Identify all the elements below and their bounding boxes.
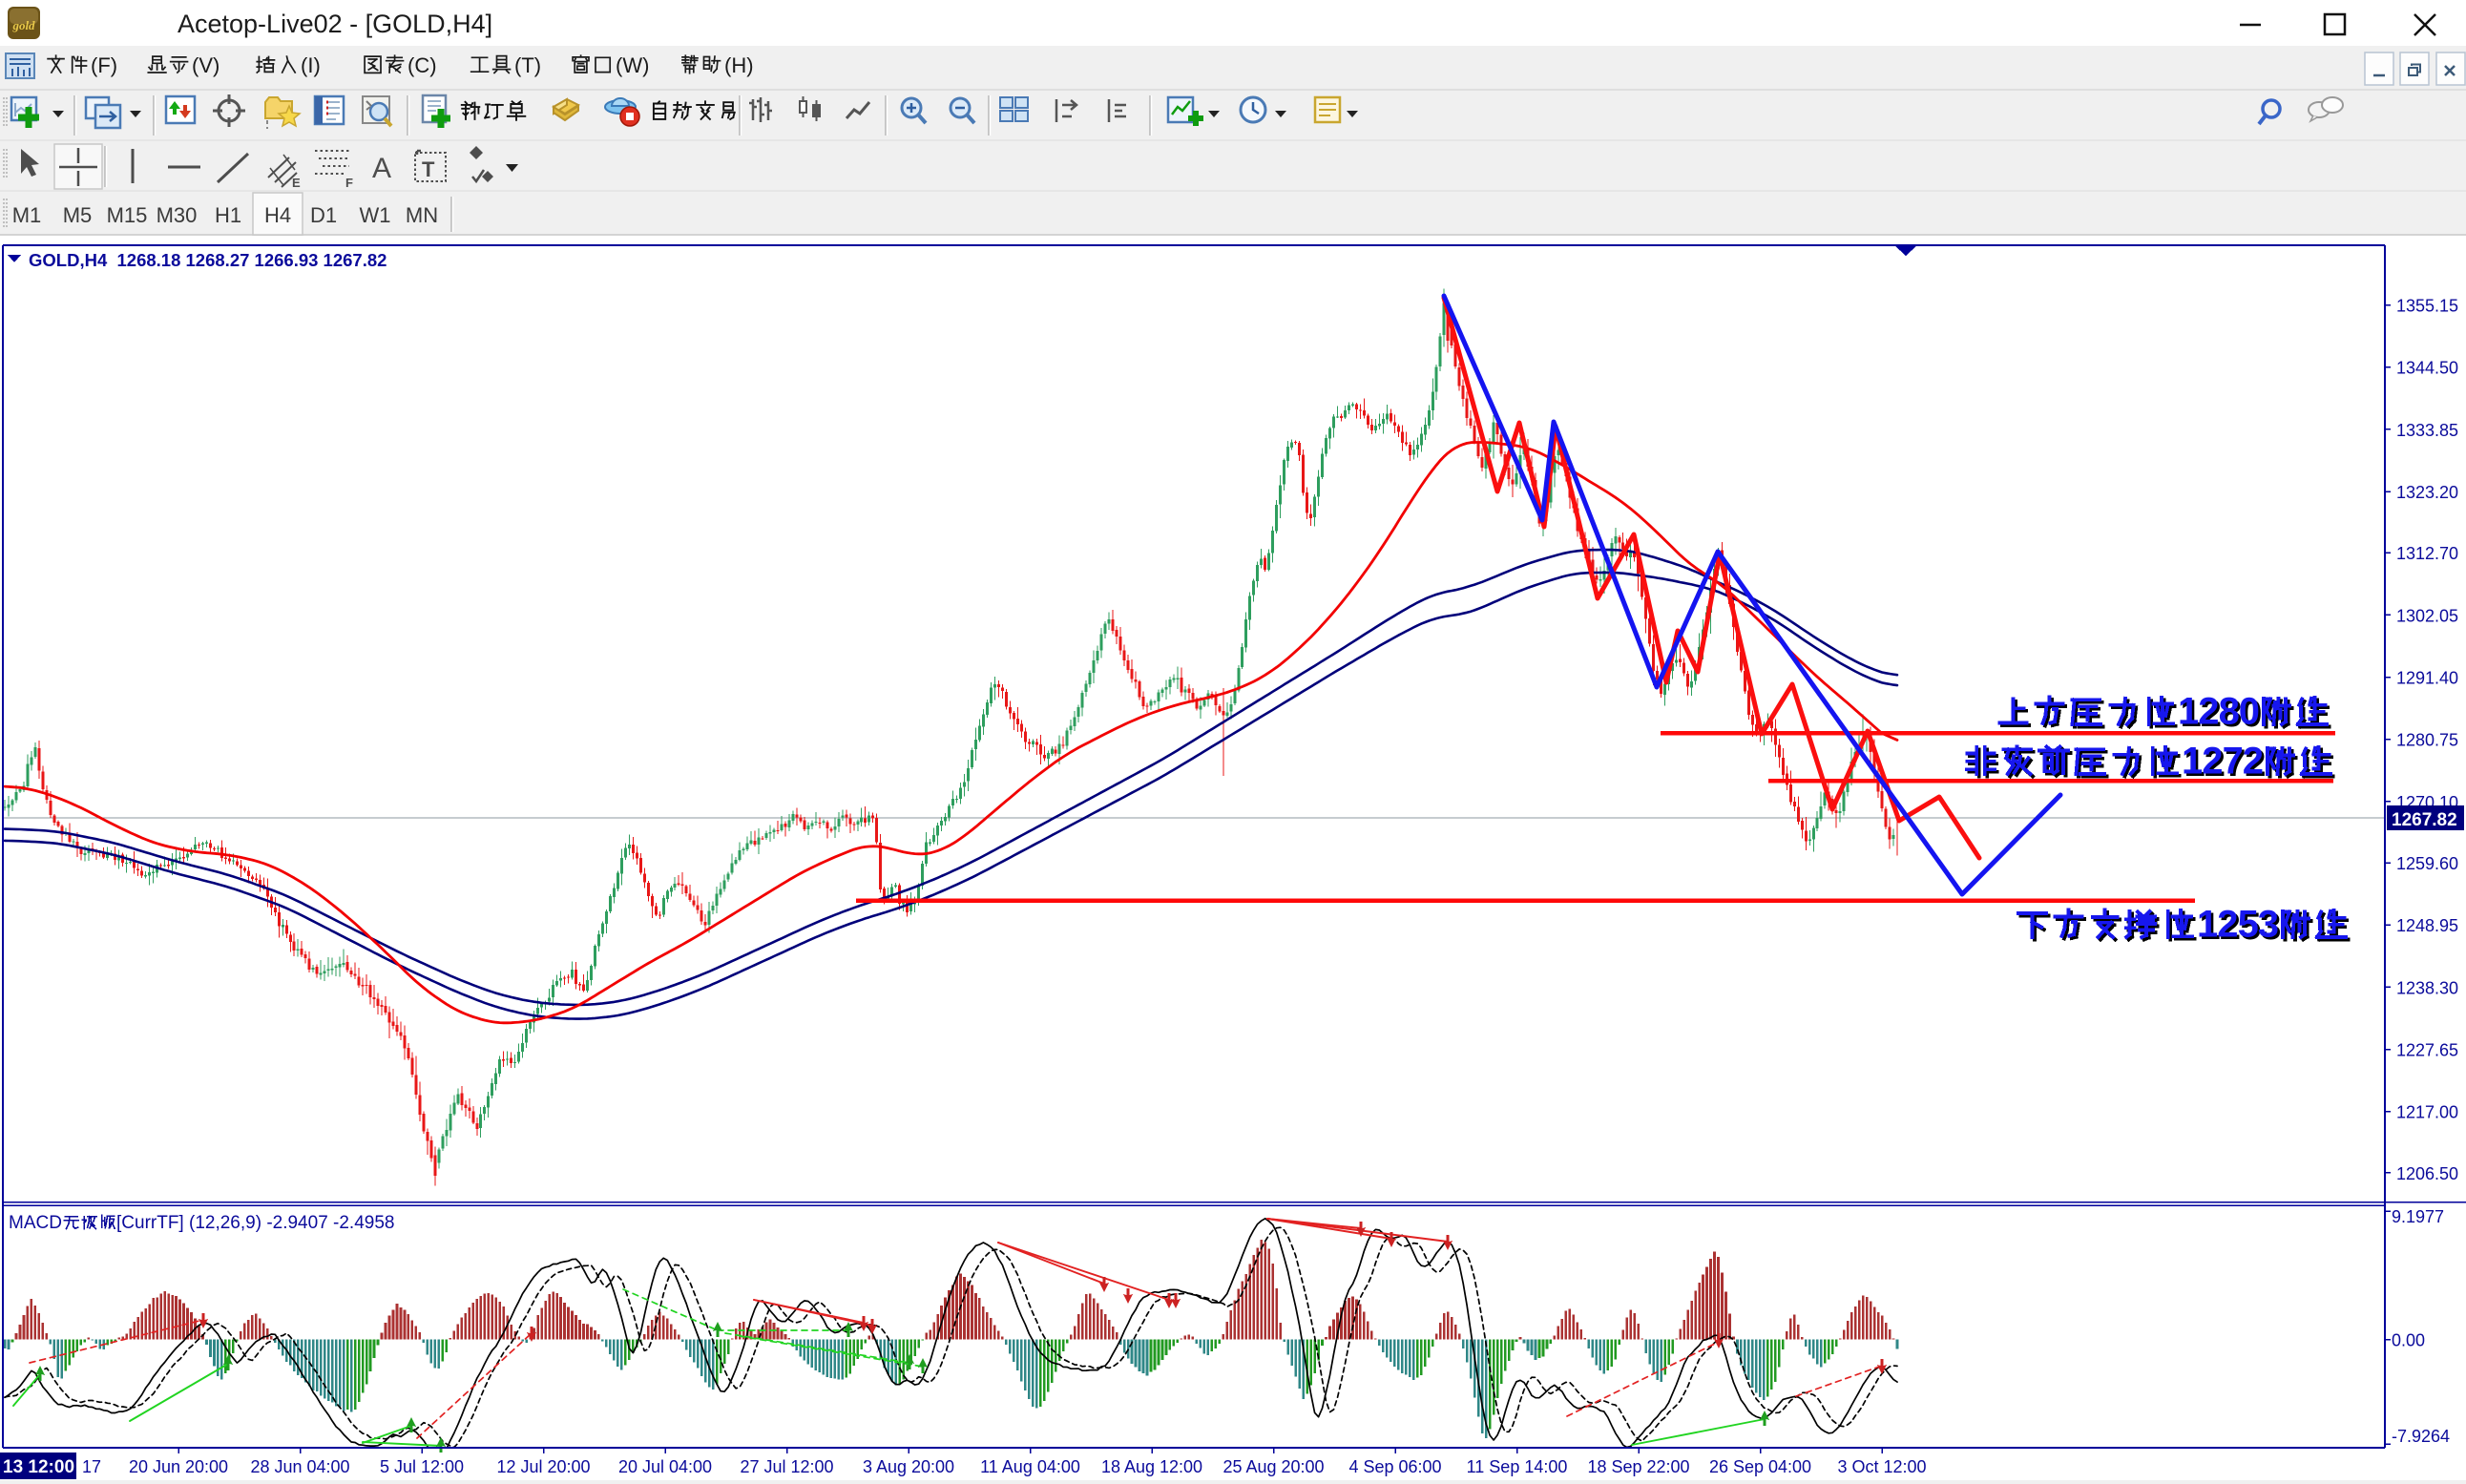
- svg-text:7: 7: [2225, 742, 2246, 784]
- svg-text:1291.40: 1291.40: [2396, 669, 2458, 688]
- svg-text:1: 1: [2181, 693, 2202, 735]
- svg-text:11 Aug 04:00: 11 Aug 04:00: [980, 1457, 1080, 1476]
- svg-text:1: 1: [2184, 742, 2205, 784]
- svg-text:1267.82: 1267.82: [2392, 810, 2457, 830]
- svg-text:18 Aug 12:00: 18 Aug 12:00: [1101, 1457, 1202, 1476]
- svg-text:1: 1: [2178, 691, 2199, 733]
- svg-text:T: T: [422, 157, 435, 181]
- svg-text:GOLD,H4 1268.18 1268.27 1266.: GOLD,H4 1268.18 1268.27 1266.93 1267.82: [29, 250, 387, 270]
- svg-text:2: 2: [2245, 742, 2266, 784]
- svg-text:17: 17: [82, 1457, 101, 1476]
- svg-text:5: 5: [2240, 906, 2261, 948]
- svg-text:11 Sep 14:00: 11 Sep 14:00: [1467, 1457, 1568, 1476]
- svg-text:1323.20: 1323.20: [2396, 483, 2458, 502]
- svg-text:H1: H1: [215, 203, 241, 227]
- svg-text:18 Sep 22:00: 18 Sep 22:00: [1587, 1457, 1689, 1476]
- svg-text:(V): (V): [192, 53, 219, 77]
- svg-text:0: 0: [2241, 693, 2262, 735]
- svg-text:2: 2: [2205, 742, 2226, 784]
- svg-text:(W): (W): [616, 53, 649, 77]
- svg-text:Acetop-Live02 - [GOLD,H4]: Acetop-Live02 - [GOLD,H4]: [178, 10, 492, 38]
- svg-text:(C): (C): [408, 53, 437, 77]
- svg-text:5 Jul 12:00: 5 Jul 12:00: [380, 1457, 464, 1476]
- svg-text:F: F: [345, 176, 353, 190]
- svg-text:12 Jul 20:00: 12 Jul 20:00: [496, 1457, 590, 1476]
- svg-text:2: 2: [2220, 906, 2241, 948]
- svg-text:1333.85: 1333.85: [2396, 421, 2458, 440]
- svg-text:9.1977: 9.1977: [2392, 1207, 2444, 1226]
- svg-text:M1: M1: [12, 203, 42, 227]
- svg-text:20 Jul 04:00: 20 Jul 04:00: [618, 1457, 712, 1476]
- svg-text:26 Sep 04:00: 26 Sep 04:00: [1709, 1457, 1811, 1476]
- svg-text:E: E: [292, 176, 301, 190]
- svg-text:M5: M5: [63, 203, 93, 227]
- svg-text:1280.75: 1280.75: [2396, 731, 2458, 750]
- svg-text:(I): (I): [301, 53, 321, 77]
- svg-text:M15: M15: [107, 203, 148, 227]
- svg-text:8: 8: [2219, 691, 2240, 733]
- svg-text:7: 7: [2223, 741, 2244, 783]
- svg-text:3: 3: [2258, 904, 2279, 946]
- svg-text:A: A: [372, 153, 391, 184]
- svg-text:5: 5: [2238, 904, 2259, 946]
- svg-text:0: 0: [2239, 691, 2260, 733]
- svg-text:MACD: MACD: [9, 1213, 62, 1233]
- svg-text:1302.05: 1302.05: [2396, 606, 2458, 625]
- svg-text:1227.65: 1227.65: [2396, 1041, 2458, 1060]
- svg-text:2: 2: [2243, 741, 2264, 783]
- svg-text:1217.00: 1217.00: [2396, 1103, 2458, 1122]
- svg-text:1344.50: 1344.50: [2396, 359, 2458, 378]
- svg-text:2: 2: [2217, 904, 2238, 946]
- svg-text:1: 1: [2200, 906, 2221, 948]
- svg-text:gold: gold: [11, 18, 35, 32]
- svg-text:8: 8: [2221, 693, 2242, 735]
- svg-text:2: 2: [2198, 691, 2219, 733]
- svg-text:1312.70: 1312.70: [2396, 544, 2458, 563]
- svg-text:W1: W1: [360, 203, 391, 227]
- svg-text:(H): (H): [724, 53, 754, 77]
- svg-text:3 Aug 20:00: 3 Aug 20:00: [863, 1457, 954, 1476]
- svg-text:(T): (T): [514, 53, 541, 77]
- svg-text:3 Oct 12:00: 3 Oct 12:00: [1837, 1457, 1926, 1476]
- svg-text:D1: D1: [310, 203, 337, 227]
- svg-text:13 12:00: 13 12:00: [3, 1457, 74, 1477]
- svg-text:(F): (F): [91, 53, 117, 77]
- svg-text:4 Sep 06:00: 4 Sep 06:00: [1348, 1457, 1441, 1476]
- svg-text:20 Jun 20:00: 20 Jun 20:00: [129, 1457, 228, 1476]
- svg-text:1238.30: 1238.30: [2396, 978, 2458, 997]
- svg-text:1: 1: [2197, 904, 2218, 946]
- svg-text:1248.95: 1248.95: [2396, 916, 2458, 935]
- svg-text:-7.9264: -7.9264: [2392, 1427, 2450, 1446]
- svg-text:1206.50: 1206.50: [2396, 1164, 2458, 1183]
- svg-text:2: 2: [2201, 693, 2222, 735]
- svg-text:1259.60: 1259.60: [2396, 854, 2458, 873]
- svg-text:H4: H4: [264, 203, 291, 227]
- svg-text:MN: MN: [406, 203, 438, 227]
- svg-text:3: 3: [2260, 906, 2281, 948]
- svg-text:[CurrTF] (12,26,9) -2.9407 -2.: [CurrTF] (12,26,9) -2.9407 -2.4958: [116, 1213, 394, 1233]
- svg-text:28 Jun 04:00: 28 Jun 04:00: [250, 1457, 349, 1476]
- svg-text:M30: M30: [157, 203, 198, 227]
- svg-text:2: 2: [2202, 741, 2223, 783]
- svg-text:27 Jul 12:00: 27 Jul 12:00: [740, 1457, 833, 1476]
- svg-text:1: 1: [2182, 741, 2203, 783]
- svg-text:1355.15: 1355.15: [2396, 297, 2458, 316]
- svg-text:25 Aug 20:00: 25 Aug 20:00: [1223, 1457, 1324, 1476]
- svg-text:0.00: 0.00: [2392, 1331, 2425, 1350]
